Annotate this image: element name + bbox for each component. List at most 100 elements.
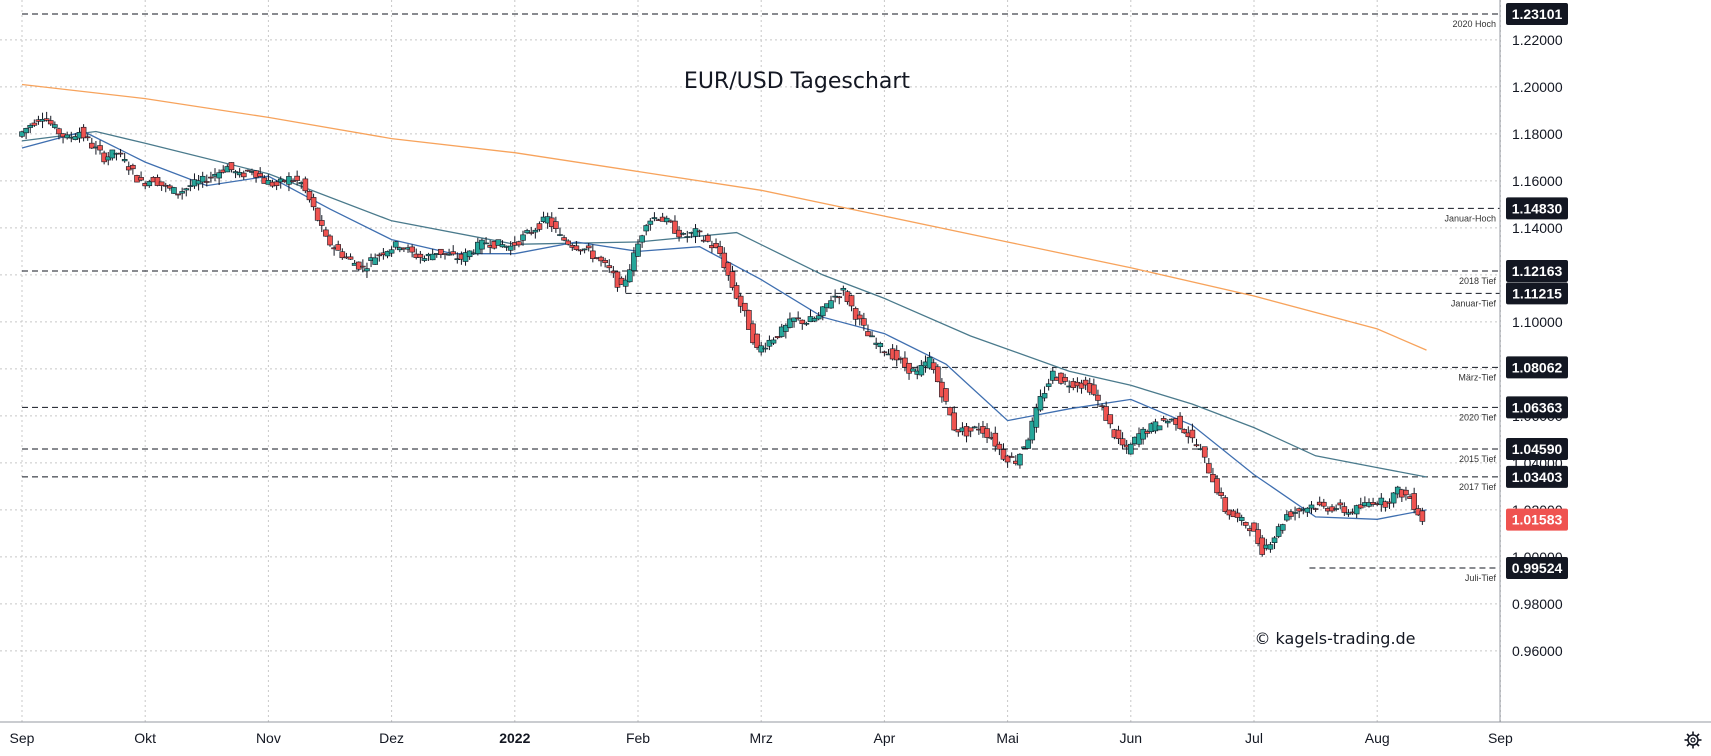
candle-body — [117, 152, 124, 155]
candle-body — [918, 364, 925, 376]
x-tick-label: Jul — [1245, 730, 1263, 746]
candle-body — [1033, 407, 1040, 428]
candle-body — [175, 193, 181, 196]
price-badge-label: 1.06363 — [1512, 399, 1563, 415]
ma200-line — [21, 83, 1427, 351]
candle-body — [1008, 456, 1015, 458]
candle-body — [89, 142, 95, 149]
candle-body — [1119, 438, 1126, 446]
candle-body — [1292, 512, 1298, 514]
candle-body — [1390, 492, 1397, 504]
price-badge — [1506, 197, 1568, 220]
candle-body — [536, 223, 543, 230]
candle-body — [770, 339, 777, 344]
candle-body — [717, 246, 723, 254]
candle-body — [240, 172, 247, 178]
candle-body — [947, 407, 953, 416]
ma20-line — [21, 130, 1427, 520]
candle-body — [877, 343, 884, 348]
candle-body — [865, 331, 871, 337]
moving-averages — [21, 83, 1427, 520]
level-label: 2020 Hoch — [1452, 19, 1496, 29]
candle-body — [290, 180, 296, 182]
y-tick-label: 1.20000 — [1512, 79, 1563, 95]
candle-body — [1353, 505, 1360, 515]
candle-body — [840, 287, 847, 291]
candle-body — [881, 351, 888, 354]
candle-body — [1140, 428, 1146, 440]
candle-body — [323, 229, 329, 237]
candle-body — [852, 308, 859, 320]
level-label: 2015 Tief — [1459, 454, 1497, 464]
price-badge-label: 1.03403 — [1512, 469, 1563, 485]
candle-body — [80, 126, 87, 139]
candle-body — [310, 197, 317, 208]
price-badge-label: 1.12163 — [1512, 263, 1563, 279]
candle-body — [836, 296, 843, 299]
candle-body — [565, 240, 571, 245]
candle-body — [746, 310, 752, 330]
price-badge-label: 1.14830 — [1512, 200, 1563, 216]
price-badge — [1506, 282, 1568, 305]
chart-title: EUR/USD Tageschart — [684, 69, 911, 94]
candle-body — [906, 362, 912, 374]
candle-body — [967, 427, 974, 432]
candle-body — [84, 136, 91, 139]
candle-body — [1177, 415, 1183, 429]
candle-body — [1037, 396, 1044, 411]
candle-body — [795, 317, 801, 320]
candle-body — [438, 248, 444, 255]
x-tick-label: Feb — [626, 730, 650, 746]
candle-body — [606, 265, 613, 269]
candle-body — [635, 243, 641, 257]
candle-body — [721, 252, 728, 268]
candle-body — [590, 250, 596, 259]
candle-body — [856, 314, 863, 320]
candle-body — [1144, 431, 1151, 434]
candle-body — [1201, 446, 1208, 458]
candle-body — [811, 318, 818, 322]
candle-body — [902, 357, 908, 368]
candle-body — [121, 159, 128, 162]
candle-body — [1160, 418, 1167, 421]
candle-body — [208, 176, 214, 179]
candle-body — [585, 245, 592, 249]
level-label: Juli-Tief — [1465, 573, 1497, 583]
candle-body — [360, 265, 366, 268]
level-label: 2018 Tief — [1459, 276, 1497, 286]
candle-body — [1156, 425, 1163, 431]
candle-body — [409, 246, 415, 253]
candle-body — [602, 260, 608, 264]
candle-body — [216, 172, 222, 179]
candle-body — [553, 221, 559, 229]
candle-body — [43, 118, 50, 121]
candle-body — [1242, 522, 1249, 526]
candle-body — [561, 237, 567, 241]
candle-body — [138, 177, 144, 181]
candle-body — [684, 236, 691, 238]
candle-body — [302, 178, 309, 192]
candle-body — [105, 156, 112, 161]
candle-body — [1078, 382, 1085, 389]
candle-body — [228, 162, 235, 171]
candle-body — [1337, 502, 1344, 506]
candle-body — [392, 241, 399, 248]
candle-body — [1308, 504, 1315, 509]
candle-body — [672, 220, 678, 234]
x-tick-label: Dez — [379, 730, 404, 746]
candle-body — [791, 317, 797, 322]
candle-body — [483, 242, 489, 245]
settings-gear-icon[interactable] — [1683, 730, 1703, 750]
candle-body — [934, 366, 941, 383]
candle-body — [1206, 463, 1212, 474]
x-tick-label: Apr — [874, 730, 896, 746]
candle-body — [1210, 474, 1216, 483]
candle-body — [364, 268, 370, 272]
candle-body — [1025, 439, 1031, 449]
candle-body — [1128, 443, 1134, 455]
y-tick-label: 0.96000 — [1512, 643, 1563, 659]
candle-body — [1049, 370, 1056, 381]
candle-body — [639, 235, 645, 243]
x-tick-label: Sep — [1488, 730, 1513, 746]
